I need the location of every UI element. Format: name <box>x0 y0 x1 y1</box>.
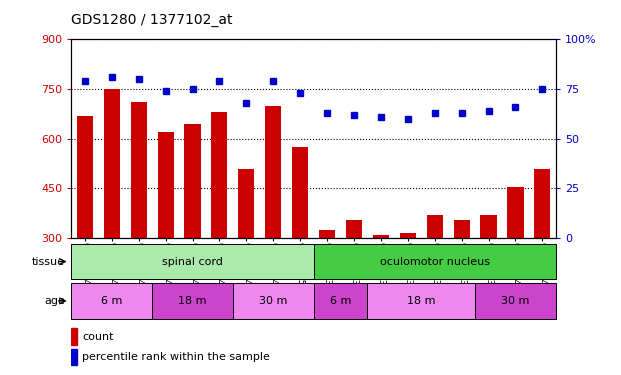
Text: 6 m: 6 m <box>101 296 122 306</box>
Bar <box>534 169 550 238</box>
Bar <box>238 169 255 238</box>
Text: oculomotor nucleus: oculomotor nucleus <box>379 256 490 267</box>
Text: percentile rank within the sample: percentile rank within the sample <box>82 352 270 362</box>
Bar <box>104 89 120 238</box>
Bar <box>211 112 227 238</box>
Bar <box>158 132 174 238</box>
Bar <box>481 215 497 238</box>
Bar <box>152 283 233 319</box>
Bar <box>319 230 335 238</box>
Bar <box>71 349 77 365</box>
Bar <box>346 220 362 238</box>
Bar <box>427 215 443 238</box>
Bar <box>314 244 556 279</box>
Bar <box>368 283 475 319</box>
Bar <box>71 283 152 319</box>
Bar <box>292 147 308 238</box>
Bar <box>71 244 314 279</box>
Bar <box>71 328 77 345</box>
Text: spinal cord: spinal cord <box>162 256 223 267</box>
Bar <box>400 233 416 238</box>
Bar <box>130 102 147 238</box>
Bar <box>373 235 389 238</box>
Bar <box>184 124 201 238</box>
Bar <box>314 283 368 319</box>
Text: GDS1280 / 1377102_at: GDS1280 / 1377102_at <box>71 13 233 27</box>
Text: 30 m: 30 m <box>259 296 288 306</box>
Text: count: count <box>82 332 114 342</box>
Text: tissue: tissue <box>32 256 65 267</box>
Bar <box>265 106 281 238</box>
Text: 18 m: 18 m <box>407 296 435 306</box>
Text: age: age <box>44 296 65 306</box>
Text: 6 m: 6 m <box>330 296 351 306</box>
Bar <box>77 116 93 238</box>
Bar <box>507 187 524 238</box>
Text: 18 m: 18 m <box>178 296 207 306</box>
Bar <box>233 283 314 319</box>
Bar <box>453 220 469 238</box>
Bar <box>475 283 556 319</box>
Text: 30 m: 30 m <box>501 296 530 306</box>
